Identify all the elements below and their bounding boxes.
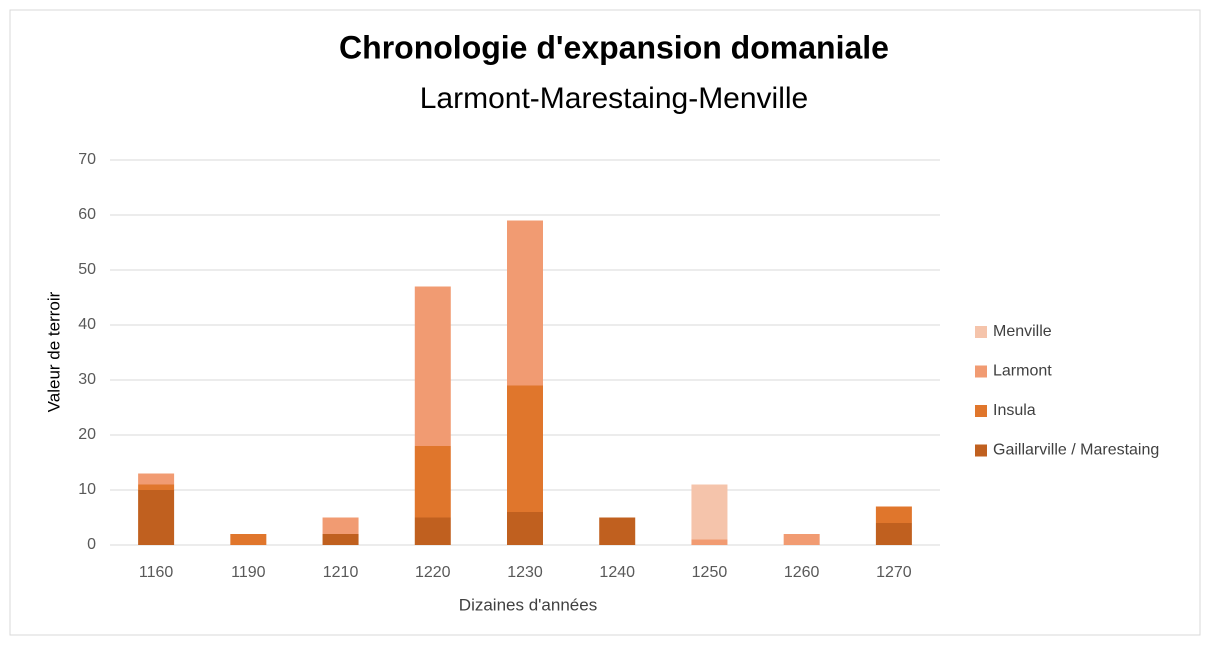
bar-segment <box>507 512 543 545</box>
bar-segment <box>414 446 451 518</box>
legend-label: Menville <box>993 323 1052 340</box>
legend-label: Insula <box>993 402 1036 419</box>
bar-segment <box>322 517 359 534</box>
bar-segment <box>875 523 912 545</box>
y-tick-label: 60 <box>78 206 96 223</box>
legend-swatch <box>975 444 987 457</box>
legend-label: Larmont <box>993 363 1052 380</box>
y-tick-label: 40 <box>78 316 96 333</box>
chart-title: Chronologie d'expansion domaniale <box>339 29 889 65</box>
bar-segment <box>783 534 820 545</box>
x-tick-label: 1270 <box>876 564 912 581</box>
y-tick-label: 20 <box>78 426 96 443</box>
bar-segment <box>138 473 175 485</box>
y-tick-label: 0 <box>87 536 96 553</box>
legend-swatch <box>975 326 987 338</box>
x-tick-label: 1160 <box>139 564 174 581</box>
y-tick-label: 50 <box>78 261 96 278</box>
bar-segment <box>138 490 175 545</box>
y-tick-label: 70 <box>78 151 96 168</box>
legend-swatch <box>975 365 987 378</box>
y-tick-label: 30 <box>78 371 96 388</box>
x-tick-label: 1240 <box>599 564 635 581</box>
bar-segment <box>507 220 543 386</box>
y-axis-label: Valeur de terroir <box>44 291 63 412</box>
bar-segment <box>414 286 451 446</box>
legend-swatch <box>975 405 987 417</box>
x-tick-label: 1210 <box>323 564 359 581</box>
bar-segment <box>691 484 728 540</box>
x-tick-label: 1260 <box>784 564 820 581</box>
x-tick-label: 1190 <box>231 564 266 581</box>
bar-segment <box>138 484 175 490</box>
x-tick-label: 1220 <box>415 564 451 581</box>
x-tick-label: 1250 <box>692 564 728 581</box>
chart-subtitle: Larmont-Marestaing-Menville <box>420 82 808 115</box>
bar-segment <box>507 385 543 512</box>
bar-segment <box>230 534 267 545</box>
legend-label: Gaillarville / Marestaing <box>993 442 1159 459</box>
y-tick-label: 10 <box>78 481 96 498</box>
bar-segment <box>691 539 728 545</box>
bar-segment <box>875 506 912 523</box>
x-tick-label: 1230 <box>507 564 543 581</box>
bar-segment <box>322 534 359 545</box>
x-axis-label: Dizaines d'années <box>459 595 597 614</box>
bar-segment <box>599 517 636 545</box>
bar-segment <box>414 517 451 545</box>
